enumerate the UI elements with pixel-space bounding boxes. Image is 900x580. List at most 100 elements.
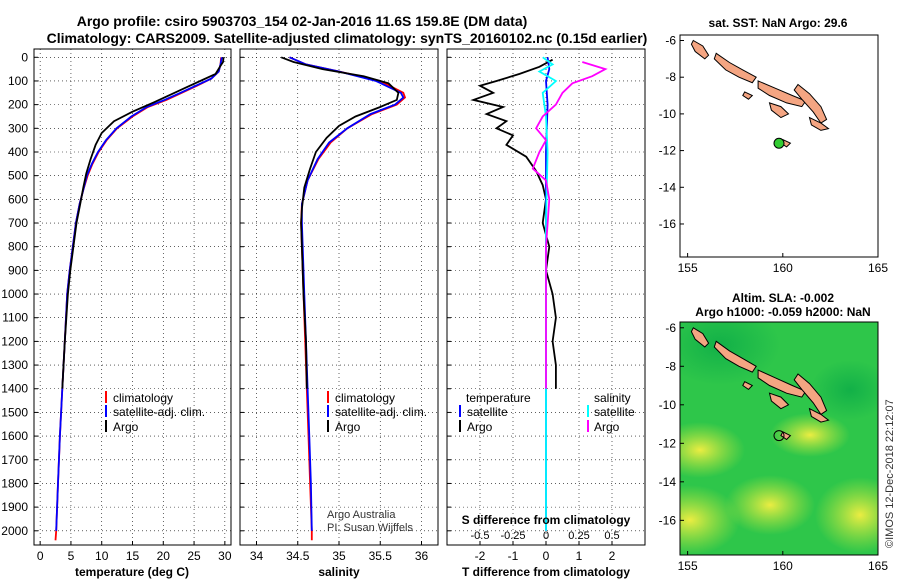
legend-label-temperature: temperature bbox=[466, 391, 531, 405]
depth-tick-label: 400 bbox=[8, 145, 28, 159]
legend-label-climatology: climatology bbox=[113, 391, 173, 405]
sla-map: Altim. SLA: -0.002 Argo h1000: -0.059 h2… bbox=[659, 291, 889, 573]
depth-tick-label: 0 bbox=[21, 50, 28, 64]
sla-map-title1: Altim. SLA: -0.002 bbox=[732, 291, 834, 305]
legend-label-t-satellite: satellite bbox=[467, 405, 508, 419]
depth-tick-label: 600 bbox=[8, 192, 28, 206]
difference-grid bbox=[447, 49, 645, 545]
island bbox=[742, 381, 754, 391]
legend-label-s-satellite: satellite bbox=[594, 405, 635, 419]
x-tick-label: 30 bbox=[218, 549, 232, 563]
map-x-tick-label: 160 bbox=[773, 559, 793, 573]
imos-credit: ©IMOS 12-Dec-2018 22:12:07 bbox=[884, 399, 896, 548]
temperature-panel: 0 5 10 15 20 25 30 temperature (deg C) climato… bbox=[33, 48, 232, 579]
map-x-tick-label: 155 bbox=[678, 261, 698, 275]
sst-map-ticks: 155 160 165 -6 -8 -10 -12 -14 -16 bbox=[659, 34, 889, 275]
depth-tick-label: 100 bbox=[8, 74, 28, 88]
credit-pi: PI: Susan Wijffels bbox=[327, 522, 413, 534]
x-tick-label: 15 bbox=[126, 549, 140, 563]
island bbox=[808, 407, 830, 423]
x-tick-label: 0 bbox=[543, 549, 550, 563]
map-y-tick-label: -6 bbox=[665, 321, 676, 335]
depth-tick-label: 800 bbox=[8, 240, 28, 254]
legend-label-argo: Argo bbox=[335, 420, 361, 434]
depth-tick-label: 2000 bbox=[1, 524, 28, 538]
sla-map-frame bbox=[679, 321, 879, 556]
island bbox=[690, 327, 710, 348]
x-tick-label: 1 bbox=[576, 549, 583, 563]
depth-axis: 0 100 200 300 400 500 600 700 800 900 1000 1100 1200… bbox=[1, 50, 28, 538]
map-y-tick-label: -16 bbox=[659, 217, 677, 231]
depth-tick-label: 1500 bbox=[1, 405, 28, 419]
temperature-series bbox=[54, 57, 225, 541]
top-x-tick-label: -0.25 bbox=[500, 530, 525, 542]
x-tick-label: 25 bbox=[187, 549, 201, 563]
map-x-tick-label: 165 bbox=[868, 559, 888, 573]
depth-tick-label: 1100 bbox=[2, 311, 28, 325]
difference-top-x-ticks: -0.5 -0.25 0 0.25 0.5 bbox=[471, 530, 620, 542]
sla-map-ticks: 155 160 165 -6 -8 -10 -12 -14 -16 bbox=[659, 321, 889, 573]
legend-label-t-argo: Argo bbox=[467, 420, 493, 434]
x-tick-label: 35 bbox=[332, 549, 346, 563]
x-tick-label: -1 bbox=[508, 549, 519, 563]
legend-label-s-argo: Argo bbox=[594, 420, 620, 434]
map-y-tick-label: -16 bbox=[659, 513, 677, 527]
top-x-tick-label: 0.5 bbox=[604, 530, 619, 542]
map-x-tick-label: 160 bbox=[773, 261, 793, 275]
series-line-s-satellite bbox=[537, 56, 558, 531]
map-x-tick-label: 165 bbox=[868, 261, 888, 275]
map-y-tick-label: -14 bbox=[659, 180, 677, 194]
difference-panel: -2 -1 0 1 2 T difference from climatology S … bbox=[446, 48, 646, 579]
x-tick-label: 35.5 bbox=[369, 549, 393, 563]
legend-label-salinity: salinity bbox=[594, 391, 631, 405]
map-y-tick-label: -12 bbox=[659, 144, 677, 158]
depth-tick-label: 1700 bbox=[1, 453, 28, 467]
x-tick-label: 20 bbox=[157, 549, 171, 563]
map-y-tick-label: -14 bbox=[659, 475, 677, 489]
top-x-tick-label: 0 bbox=[543, 530, 549, 542]
sla-argo-marker bbox=[773, 430, 785, 442]
depth-tick-label: 1300 bbox=[1, 358, 28, 372]
island bbox=[742, 91, 754, 100]
difference-xlabel-top: S difference from climatology bbox=[462, 513, 631, 527]
difference-xlabel: T difference from climatology bbox=[462, 565, 630, 579]
depth-tick-label: 200 bbox=[8, 98, 28, 112]
sla-blob bbox=[810, 360, 878, 420]
depth-tick-label: 900 bbox=[8, 263, 28, 277]
temperature-x-ticks: 0 5 10 15 20 25 30 bbox=[37, 549, 232, 563]
sst-map-land bbox=[690, 39, 830, 148]
difference-legend: temperature satellite Argo salinity sate… bbox=[459, 391, 635, 434]
temperature-xlabel: temperature (deg C) bbox=[75, 565, 189, 579]
island bbox=[757, 80, 807, 108]
difference-series bbox=[470, 56, 608, 531]
sla-field bbox=[680, 322, 878, 555]
x-tick-label: 36 bbox=[415, 549, 429, 563]
depth-tick-label: 300 bbox=[8, 121, 28, 135]
sla-map-title2: Argo h1000: -0.059 h2000: NaN bbox=[695, 305, 870, 319]
depth-tick-label: 1800 bbox=[1, 476, 28, 490]
sla-blob bbox=[815, 477, 878, 553]
figure-title-line1: Argo profile: csiro 5903703_154 02-Jan-2… bbox=[77, 13, 528, 29]
depth-tick-label: 1000 bbox=[1, 287, 28, 301]
map-y-tick-label: -8 bbox=[665, 70, 676, 84]
series-line-argo bbox=[280, 56, 400, 389]
sla-blob bbox=[770, 413, 850, 457]
depth-tick-label: 500 bbox=[8, 169, 28, 183]
series-line-s-argo bbox=[531, 61, 608, 389]
island bbox=[757, 369, 807, 398]
x-tick-label: 34 bbox=[250, 549, 264, 563]
sst-map: sat. SST: NaN Argo: 29.6 155 160 165 -6 -8 -1… bbox=[659, 16, 889, 275]
sst-argo-marker bbox=[773, 137, 785, 149]
series-line-argo bbox=[61, 57, 225, 389]
legend-label-satellite: satellite-adj. clim. bbox=[113, 405, 205, 419]
x-tick-label: -2 bbox=[475, 549, 486, 563]
depth-tick-label: 1600 bbox=[1, 429, 28, 443]
temperature-legend: climatology satellite-adj. clim. Argo bbox=[105, 391, 205, 434]
sst-map-title: sat. SST: NaN Argo: 29.6 bbox=[709, 16, 848, 30]
map-y-tick-label: -10 bbox=[659, 107, 677, 121]
top-x-tick-label: -0.5 bbox=[471, 530, 490, 542]
figure-title-line2: Climatology: CARS2009. Satellite-adjuste… bbox=[47, 30, 648, 46]
map-y-tick-label: -8 bbox=[665, 359, 676, 373]
island bbox=[768, 392, 790, 410]
depth-tick-label: 700 bbox=[8, 216, 28, 230]
